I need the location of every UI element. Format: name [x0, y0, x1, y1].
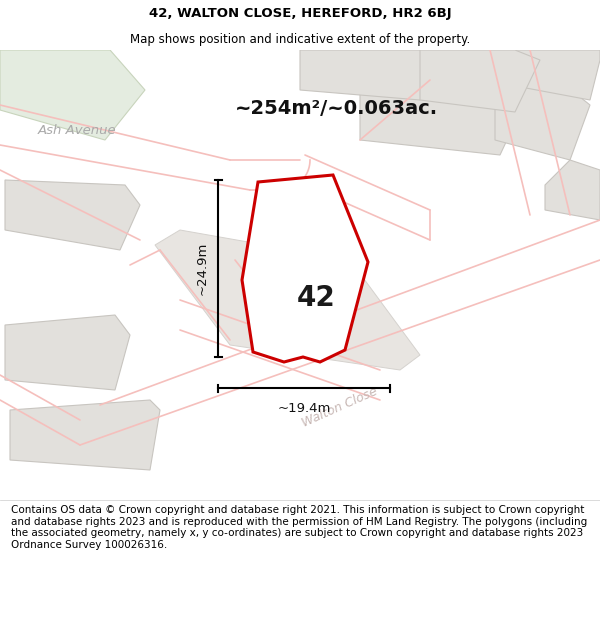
Text: Contains OS data © Crown copyright and database right 2021. This information is : Contains OS data © Crown copyright and d…: [11, 505, 587, 550]
Polygon shape: [5, 315, 130, 390]
Polygon shape: [360, 50, 535, 155]
Text: ~24.9m: ~24.9m: [196, 242, 209, 295]
Polygon shape: [495, 80, 590, 160]
Polygon shape: [10, 400, 160, 470]
Text: 42, WALTON CLOSE, HEREFORD, HR2 6BJ: 42, WALTON CLOSE, HEREFORD, HR2 6BJ: [149, 8, 451, 21]
Polygon shape: [420, 50, 540, 112]
Text: 42: 42: [296, 284, 335, 312]
Text: Walton Close: Walton Close: [300, 384, 380, 429]
Text: Ash Avenue: Ash Avenue: [38, 124, 116, 136]
Polygon shape: [155, 230, 420, 370]
Polygon shape: [0, 50, 145, 140]
Polygon shape: [242, 175, 368, 362]
Text: Map shows position and indicative extent of the property.: Map shows position and indicative extent…: [130, 32, 470, 46]
Text: ~254m²/~0.063ac.: ~254m²/~0.063ac.: [235, 99, 438, 118]
Polygon shape: [5, 180, 140, 250]
Polygon shape: [510, 50, 600, 100]
Text: ~19.4m: ~19.4m: [277, 401, 331, 414]
Polygon shape: [545, 160, 600, 220]
Polygon shape: [300, 50, 440, 100]
